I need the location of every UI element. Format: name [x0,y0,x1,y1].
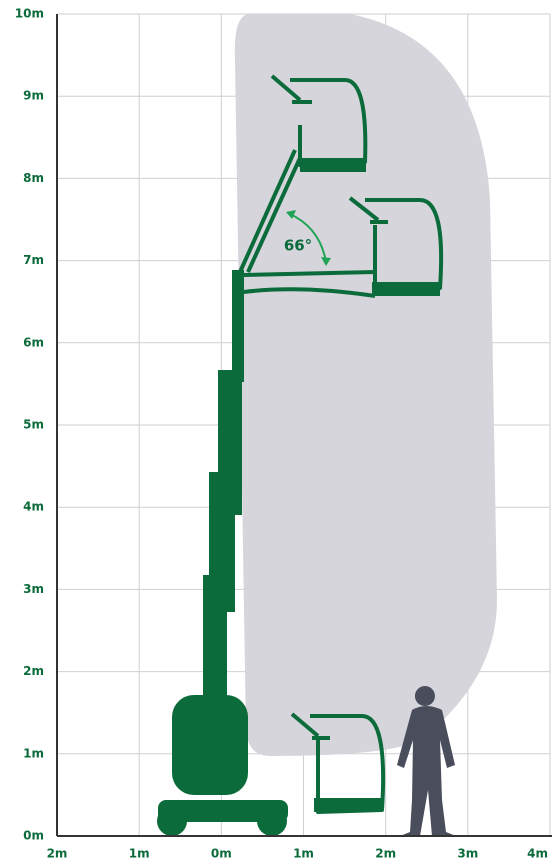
x-tick-label: 2m [47,847,68,861]
x-tick-label: 1m [293,847,314,861]
x-tick-label: 3m [457,847,478,861]
y-tick-label: 5m [23,418,44,432]
angle-label: 66° [284,237,312,255]
arrow-head [286,210,331,266]
y-tick-label: 3m [23,582,44,596]
x-tick-label: 1m [129,847,150,861]
x-tick-label: 2m [375,847,396,861]
y-tick-label: 6m [23,335,44,349]
y-tick-label: 8m [23,171,44,185]
y-tick-label: 9m [23,89,44,103]
y-tick-label: 0m [23,829,44,843]
y-tick-label: 2m [23,664,44,678]
tick-labels: 2m 1m 0m 1m 2m 3m 4m 0m 1m 2m 3m 4m 5m 6m 7m 8m 9m 10m [15,7,548,861]
working-envelope [234,14,497,756]
lift [157,74,444,836]
y-tick-label: 1m [23,746,44,760]
x-tick-label: 0m [211,847,232,861]
y-tick-label: 7m [23,253,44,267]
x-tick-label: 4m [527,847,548,861]
angle-arrow [289,213,327,263]
person [397,686,456,836]
y-tick-label: 10m [15,7,44,21]
y-tick-label: 4m [23,500,44,514]
